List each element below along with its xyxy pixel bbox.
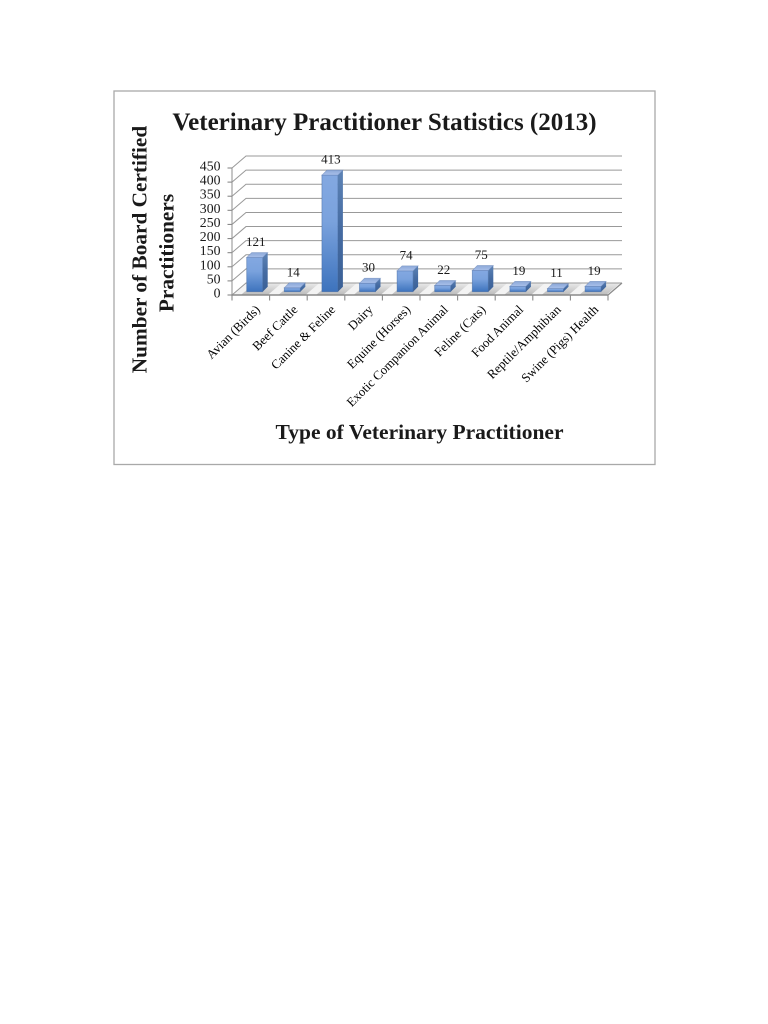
svg-text:19: 19	[512, 263, 525, 278]
svg-text:14: 14	[287, 264, 301, 279]
svg-text:75: 75	[475, 247, 488, 262]
svg-text:30: 30	[362, 260, 375, 275]
svg-text:450: 450	[200, 159, 221, 174]
svg-text:Veterinary Practitioner Statis: Veterinary Practitioner Statistics (2013…	[172, 109, 596, 136]
svg-text:250: 250	[200, 215, 221, 230]
svg-text:413: 413	[321, 152, 341, 167]
svg-text:Type of Veterinary Practitione: Type of Veterinary Practitioner	[276, 420, 564, 444]
svg-text:Number of Board Certified: Number of Board Certified	[128, 126, 152, 374]
svg-text:Practitioners: Practitioners	[155, 194, 179, 312]
svg-text:200: 200	[200, 229, 221, 244]
svg-text:150: 150	[200, 243, 221, 258]
svg-text:100: 100	[200, 257, 221, 272]
svg-text:19: 19	[588, 263, 601, 278]
svg-text:121: 121	[246, 234, 266, 249]
svg-text:11: 11	[550, 265, 563, 280]
svg-text:400: 400	[200, 173, 221, 188]
svg-text:300: 300	[200, 201, 221, 216]
svg-text:350: 350	[200, 187, 221, 202]
svg-text:74: 74	[400, 247, 414, 262]
svg-text:50: 50	[207, 271, 221, 286]
svg-text:22: 22	[437, 262, 450, 277]
svg-text:0: 0	[214, 286, 221, 301]
